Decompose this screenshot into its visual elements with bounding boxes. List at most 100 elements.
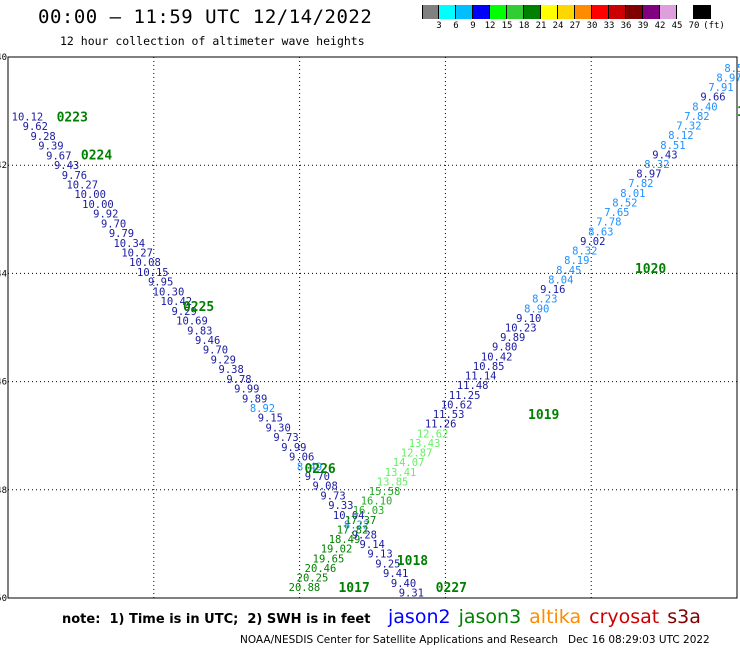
satellite-legend-cryosat: cryosat — [589, 606, 660, 628]
plot-frame — [7, 56, 738, 599]
y-tick-label: -50 — [0, 594, 7, 604]
color-scale-label: 30 — [586, 21, 598, 31]
color-scale-cell — [439, 5, 456, 19]
wave-height-label: 8.90 — [524, 303, 549, 315]
wave-height-label: 8.97 — [716, 72, 740, 84]
wave-height-label: 10.27 — [66, 180, 98, 192]
wave-height-label: 7.32 — [676, 121, 701, 133]
wave-height-label: 10.85 — [473, 361, 505, 373]
wave-height-label: 9.67 — [46, 150, 71, 162]
satellite-legend-jason3: jason3 — [458, 606, 522, 628]
wave-height-label: 10.42 — [161, 296, 193, 308]
wave-height-label: 20.88 — [289, 582, 321, 594]
wave-height-label: 9.06 — [289, 452, 314, 464]
wave-height-label: 9.62 — [23, 121, 48, 133]
wave-height-label: 10.27 — [121, 248, 153, 260]
time-mark-label: 0225 — [183, 300, 214, 315]
wave-height-label: 9.76 — [62, 170, 87, 182]
color-scale-cell — [541, 5, 558, 19]
color-scale-label: 12 — [484, 21, 496, 31]
wave-height-label: 9.25 — [375, 558, 400, 570]
wave-height-label: 9.13 — [367, 549, 392, 561]
wave-height-label: 9.43 — [54, 160, 79, 172]
time-mark-label: 1020 — [635, 262, 666, 277]
color-scale-cell — [507, 5, 524, 19]
wave-height-label: 8.22 — [344, 520, 369, 532]
color-scale-cell — [558, 5, 575, 19]
wave-height-label: 9.95 — [148, 277, 173, 289]
wave-height-label: 10.00 — [82, 199, 114, 211]
color-scale-cell — [609, 5, 626, 19]
wave-height-label: 10.00 — [74, 189, 106, 201]
wave-height-label: 8.19 — [564, 255, 589, 267]
wave-height-label: 9.39 — [38, 141, 63, 153]
wave-height-label: 8.04 — [548, 274, 573, 286]
wave-height-label: 8.49 — [297, 461, 322, 473]
color-scale-label: 21 — [535, 21, 547, 31]
wave-height-label: 11.53 — [433, 409, 465, 421]
wave-height-label: 12.87 — [401, 448, 433, 460]
wave-height-label: 8.12 — [668, 130, 693, 142]
color-scale-label: 24 — [552, 21, 564, 31]
wave-height-label: 9.66 — [700, 92, 725, 104]
wave-height-label: 11.26 — [425, 419, 457, 431]
wave-height-label: 7.65 — [604, 207, 629, 219]
wave-height-label: 9.43 — [652, 149, 677, 161]
y-tick-label: -40 — [0, 53, 7, 63]
wave-height-label: 9.41 — [383, 568, 408, 580]
wave-height-label: 8.63 — [588, 226, 613, 238]
satellite-legend-s3a: s3a — [667, 606, 701, 628]
time-mark-label: 0227 — [436, 581, 467, 596]
wave-height-label: 8.97 — [636, 169, 661, 181]
wave-height-label: 10.42 — [481, 351, 513, 363]
wave-height-label: 17.37 — [345, 515, 377, 527]
color-scale-cell — [422, 5, 439, 19]
color-scale-bar — [422, 5, 711, 19]
time-mark-label: 0223 — [57, 111, 88, 126]
wave-height-label: 8.92 — [250, 403, 275, 415]
page-title: 00:00 – 11:59 UTC 12/14/2022 — [38, 6, 373, 28]
wave-height-label: 10.23 — [505, 323, 537, 335]
wave-height-label: 9.33 — [328, 500, 353, 512]
wave-height-label: 9.99 — [281, 442, 306, 454]
wave-height-label: 9.10 — [516, 313, 541, 325]
wave-height-label: 8.32 — [644, 159, 669, 171]
color-scale-unit: (ft) — [703, 21, 725, 31]
time-mark-label: 0226 — [304, 462, 335, 477]
color-scale-label: 6 — [453, 21, 459, 31]
wave-height-label: 10.04 — [333, 510, 365, 522]
wave-height-label: 9.31 — [399, 588, 424, 600]
wave-height-label: 10.69 — [176, 316, 208, 328]
wave-height-label: 13.41 — [385, 467, 417, 479]
color-scale-label: 15 — [501, 21, 513, 31]
wave-height-label: 10.08 — [129, 257, 161, 269]
wave-height-label: 9.29 — [211, 354, 236, 366]
wave-height-label: 16.10 — [361, 496, 393, 508]
color-scale-label: 18 — [518, 21, 530, 31]
wave-height-label: 12.62 — [417, 428, 449, 440]
wave-height-label: 9.70 — [305, 471, 330, 483]
color-scale-cell — [626, 5, 643, 19]
wave-height-label: 9.70 — [203, 345, 228, 357]
color-scale-label: 42 — [654, 21, 666, 31]
satellite-legend-jason2: jason2 — [388, 606, 451, 628]
wave-height-label: 10.15 — [137, 267, 169, 279]
color-scale-label: 33 — [603, 21, 615, 31]
satellite-legend-altika: altika — [529, 606, 582, 628]
wave-height-label: 14.07 — [393, 457, 425, 469]
wave-height-label: 9.40 — [391, 578, 416, 590]
color-scale-cell — [643, 5, 660, 19]
wave-height-label: 9.83 — [187, 325, 212, 337]
wave-height-label: 8.01 — [620, 188, 645, 200]
y-tick-label: -44 — [0, 269, 7, 279]
wave-height-label: 9.30 — [266, 422, 291, 434]
color-scale-labels: 3 6 9 12 15 18 21 24 27 30 33 36 39 42 45 70 (ft) — [422, 21, 740, 33]
wave-height-label: 7.82 — [628, 178, 653, 190]
wave-height-label: 9.08 — [313, 481, 338, 493]
wave-height-label: 8.57 — [724, 63, 740, 75]
color-scale-label: 39 — [637, 21, 649, 31]
wave-height-label: 9.99 — [234, 384, 259, 396]
wave-height-label: 9.02 — [580, 236, 605, 248]
wave-height-label: 9.28 — [30, 131, 55, 143]
wave-height-label: 8.23 — [532, 294, 557, 306]
